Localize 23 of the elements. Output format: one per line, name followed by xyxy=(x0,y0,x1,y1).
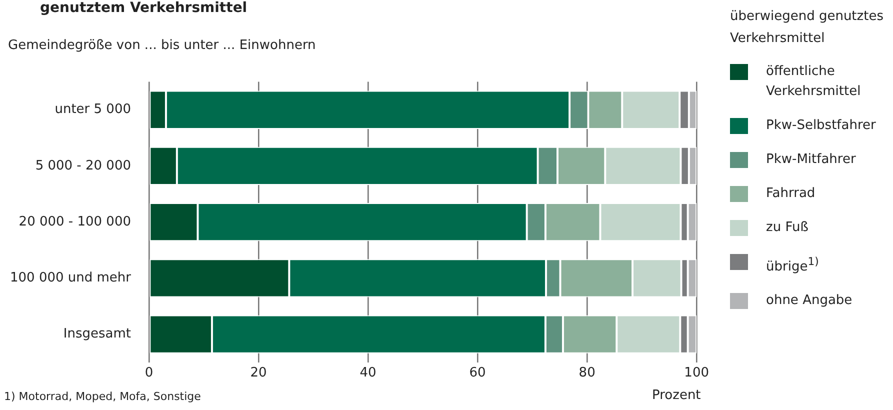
x-tick-label: 0 xyxy=(144,366,154,381)
x-tick-label: 60 xyxy=(469,366,486,381)
legend-label: zu Fuß xyxy=(766,219,808,237)
legend-label: Fahrrad xyxy=(766,185,816,203)
y-tick-label: unter 5 000 xyxy=(54,102,131,118)
y-tick-label: Insgesamt xyxy=(63,326,131,342)
legend-label: Pkw-Mitfahrer xyxy=(766,151,856,169)
legend-title: überwiegend genutztes Verkehrsmittel xyxy=(730,8,884,48)
y-tick-label: 20 000 - 100 000 xyxy=(18,214,131,230)
y-tick-label: 100 000 und mehr xyxy=(10,270,132,286)
x-tick-label: 100 xyxy=(684,366,710,381)
text: 1) Motorrad, Moped, Mofa, Sonstige xyxy=(4,390,201,403)
y-axis-title: Gemeindegröße von ... bis unter ... Einwohnern xyxy=(8,38,316,53)
legend-label: ohne Angabe xyxy=(766,292,852,310)
legend-label: öffentliche Verkehrsmittel xyxy=(766,63,862,101)
y-tick-label: 5 000 - 20 000 xyxy=(35,158,131,174)
x-tick-label: 40 xyxy=(360,366,376,381)
legend-label: Pkw-Selbstfahrer xyxy=(766,117,876,135)
chart-title: genutztem Verkehrsmittel xyxy=(40,0,248,16)
legend-label: übrige$^{1)}$ xyxy=(766,254,819,276)
x-tick-label: 80 xyxy=(578,366,596,381)
x-axis-title: Prozent xyxy=(652,388,701,403)
x-tick-label: 20 xyxy=(250,366,267,381)
